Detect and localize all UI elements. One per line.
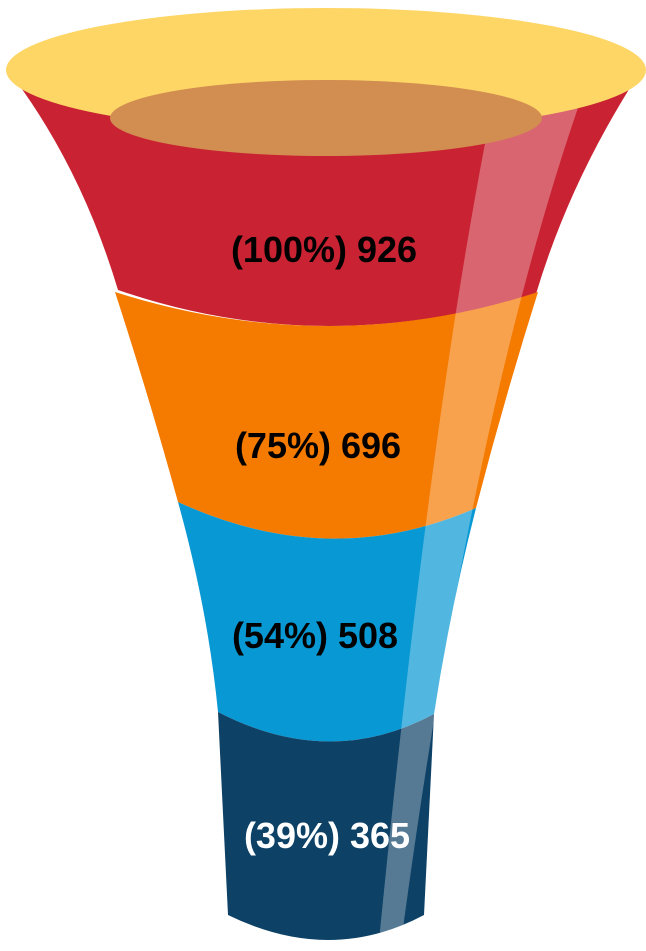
- funnel-inner-opening: [110, 80, 542, 156]
- funnel-stage-4: [218, 712, 434, 940]
- funnel-stage-3: [178, 502, 476, 742]
- glass-highlight: [378, 102, 580, 940]
- funnel-stage-2: [115, 292, 538, 539]
- stage-label-2: (75%) 696: [235, 425, 401, 466]
- stage-labels: (100%) 926 (75%) 696 (54%) 508 (39%) 365: [231, 229, 417, 856]
- stage-label-4: (39%) 365: [244, 815, 410, 856]
- stage-label-3: (54%) 508: [232, 615, 398, 656]
- stage-label-1: (100%) 926: [231, 229, 417, 270]
